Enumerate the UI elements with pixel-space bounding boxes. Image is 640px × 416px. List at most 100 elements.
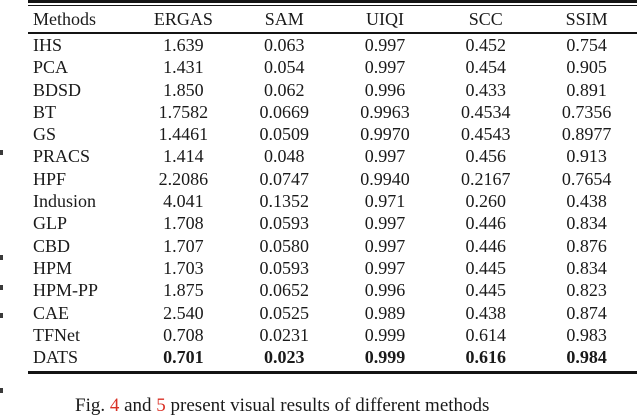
table-row: GLP 1.708 0.0593 0.997 0.446 0.834 bbox=[28, 212, 637, 234]
header-scc: SCC bbox=[468, 8, 503, 29]
table-row: PRACS 1.414 0.048 0.997 0.456 0.913 bbox=[28, 145, 637, 167]
metric-value-cell: 0.999 bbox=[364, 324, 406, 345]
metric-value-cell: 0.834 bbox=[566, 257, 607, 278]
table-top-rule-thick bbox=[28, 0, 637, 3]
caption-prefix: Fig. bbox=[75, 395, 110, 416]
metric-value-cell: 1.4461 bbox=[158, 124, 209, 145]
metric-value-cell: 0.0580 bbox=[259, 235, 309, 256]
header-row: Methods ERGAS SAM UIQI SCC SSIM bbox=[28, 6, 637, 32]
table-header: Methods ERGAS SAM UIQI SCC SSIM bbox=[28, 6, 637, 32]
table-row: IHS 1.639 0.063 0.997 0.452 0.754 bbox=[28, 34, 637, 56]
metric-value-cell: 0.433 bbox=[465, 79, 507, 100]
metric-value-cell: 0.616 bbox=[465, 347, 507, 368]
metric-value-cell: 0.456 bbox=[465, 146, 507, 167]
metric-value-cell: 0.063 bbox=[263, 35, 305, 55]
metric-value-cell: 1.7582 bbox=[158, 101, 209, 122]
metric-value-cell: 0.984 bbox=[566, 347, 607, 368]
header-uiqi: UIQI bbox=[365, 8, 404, 29]
metric-value-cell: 0.446 bbox=[465, 213, 507, 234]
page-edge-artifact bbox=[0, 150, 3, 155]
metric-value-cell: 0.997 bbox=[364, 146, 406, 167]
method-name-cell: CAE bbox=[33, 302, 69, 323]
metrics-table: Methods ERGAS SAM UIQI SCC SSIM bbox=[28, 6, 637, 32]
method-name-cell: CBD bbox=[33, 235, 71, 256]
table-row: CAE 2.540 0.0525 0.989 0.438 0.874 bbox=[28, 302, 637, 324]
metric-value-cell: 0.4534 bbox=[461, 101, 511, 122]
figure-ref-5[interactable]: 5 bbox=[156, 395, 166, 416]
metric-value-cell: 0.0525 bbox=[259, 302, 309, 323]
method-name-cell: HPM bbox=[33, 257, 73, 278]
metric-value-cell: 0.048 bbox=[263, 146, 305, 167]
metric-value-cell: 0.997 bbox=[364, 57, 406, 78]
metric-value-cell: 0.7356 bbox=[561, 101, 612, 122]
metric-value-cell: 0.445 bbox=[465, 280, 507, 301]
metric-value-cell: 4.041 bbox=[163, 191, 204, 212]
method-name-cell: GLP bbox=[33, 213, 68, 234]
metric-value-cell: 2.540 bbox=[163, 302, 204, 323]
table-bottom-rule bbox=[28, 371, 637, 375]
metric-value-cell: 0.834 bbox=[566, 213, 607, 234]
metric-value-cell: 0.999 bbox=[364, 347, 406, 368]
metric-value-cell: 0.891 bbox=[566, 79, 607, 100]
metric-value-cell: 0.445 bbox=[465, 257, 507, 278]
metric-value-cell: 1.703 bbox=[163, 257, 204, 278]
metric-value-cell: 0.997 bbox=[364, 257, 406, 278]
metric-value-cell: 0.989 bbox=[364, 302, 406, 323]
metric-value-cell: 0.452 bbox=[465, 35, 507, 55]
table-body: IHS 1.639 0.063 0.997 0.452 0.754 PCA 1.431 0.05… bbox=[28, 34, 637, 368]
metric-value-cell: 1.707 bbox=[163, 235, 204, 256]
header-ergas: ERGAS bbox=[153, 8, 213, 29]
metric-value-cell: 1.431 bbox=[163, 57, 204, 78]
metric-value-cell: 0.823 bbox=[566, 280, 607, 301]
table-row: PCA 1.431 0.054 0.997 0.454 0.905 bbox=[28, 56, 637, 78]
figure-caption-cropped: Fig. 4 and 5 present visual results of d… bbox=[75, 396, 635, 415]
page-edge-artifact bbox=[0, 388, 3, 393]
metric-value-cell: 0.054 bbox=[263, 57, 305, 78]
metric-value-cell: 0.997 bbox=[364, 213, 406, 234]
header-methods: Methods bbox=[33, 8, 96, 29]
metric-value-cell: 0.062 bbox=[263, 79, 305, 100]
metric-value-cell: 0.754 bbox=[566, 35, 607, 55]
metric-value-cell: 1.414 bbox=[163, 146, 204, 167]
metric-value-cell: 0.701 bbox=[163, 347, 204, 368]
metric-value-cell: 0.0652 bbox=[259, 280, 309, 301]
metric-value-cell: 0.2167 bbox=[461, 168, 511, 189]
metric-value-cell: 0.9963 bbox=[360, 101, 410, 122]
metric-value-cell: 0.446 bbox=[465, 235, 507, 256]
method-name-cell: BT bbox=[33, 101, 57, 122]
method-name-cell: HPF bbox=[33, 168, 67, 189]
method-name-cell: DATS bbox=[33, 347, 79, 368]
table-top-rule-gap bbox=[28, 3, 637, 5]
metric-value-cell: 0.023 bbox=[263, 347, 305, 368]
metric-value-cell: 0.0593 bbox=[259, 213, 309, 234]
header-ssim: SSIM bbox=[565, 8, 608, 29]
metric-value-cell: 0.913 bbox=[566, 146, 607, 167]
metric-value-cell: 0.997 bbox=[364, 235, 406, 256]
metric-value-cell: 0.0231 bbox=[259, 324, 309, 345]
caption-suffix: present visual results of different meth… bbox=[165, 395, 490, 416]
metric-value-cell: 0.708 bbox=[163, 324, 204, 345]
table-row: BT 1.7582 0.0669 0.9963 0.4534 0.7356 bbox=[28, 101, 637, 123]
metric-value-cell: 0.996 bbox=[364, 79, 406, 100]
metric-value-cell: 0.0747 bbox=[259, 168, 309, 189]
metric-value-cell: 0.9940 bbox=[360, 168, 410, 189]
caption-middle: and bbox=[119, 395, 157, 416]
table-row: DATS 0.701 0.023 0.999 0.616 0.984 bbox=[28, 346, 637, 368]
metric-value-cell: 0.983 bbox=[566, 324, 607, 345]
metrics-table-body: IHS 1.639 0.063 0.997 0.452 0.754 PCA 1.431 0.05… bbox=[28, 34, 637, 368]
page-edge-artifact bbox=[0, 255, 3, 260]
table-row: Indusion 4.041 0.1352 0.971 0.260 0.438 bbox=[28, 190, 637, 212]
metric-value-cell: 0.7654 bbox=[561, 168, 612, 189]
metric-value-cell: 0.997 bbox=[364, 35, 406, 55]
method-name-cell: PRACS bbox=[33, 146, 91, 167]
method-name-cell: PCA bbox=[33, 57, 69, 78]
method-name-cell: TFNet bbox=[33, 324, 80, 345]
results-table: Methods ERGAS SAM UIQI SCC SSIM IHS 1.639… bbox=[28, 0, 637, 375]
metric-value-cell: 0.874 bbox=[566, 302, 607, 323]
figure-ref-4[interactable]: 4 bbox=[109, 395, 120, 416]
metric-value-cell: 0.260 bbox=[465, 191, 507, 212]
metric-value-cell: 0.614 bbox=[465, 324, 507, 345]
table-row: CBD 1.707 0.0580 0.997 0.446 0.876 bbox=[28, 235, 637, 257]
metric-value-cell: 1.639 bbox=[163, 35, 204, 55]
metric-value-cell: 0.438 bbox=[465, 302, 507, 323]
